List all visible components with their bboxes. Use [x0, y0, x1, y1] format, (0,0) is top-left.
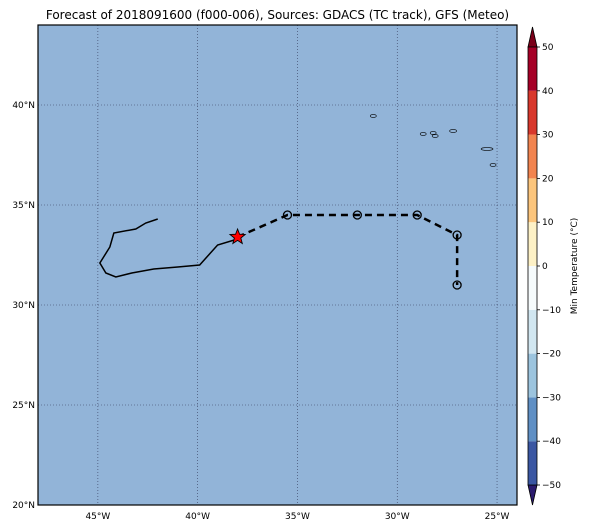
colorbar-band: [528, 353, 537, 398]
island-outline: [489, 163, 497, 167]
y-tick-label: 35°N: [12, 201, 35, 211]
current-position-star: [228, 227, 247, 245]
colorbar-tick-label: −10: [542, 306, 561, 316]
y-tick-label: 25°N: [12, 401, 35, 411]
colorbar-band: [528, 47, 537, 91]
colorbar-tick-label: −30: [542, 393, 561, 403]
colorbar-band: [528, 397, 537, 442]
island-outline: [480, 147, 494, 151]
colorbar-band: [528, 134, 537, 179]
island-outline: [431, 134, 439, 138]
colorbar-extend-min: [527, 484, 538, 506]
y-tick-label: 40°N: [12, 101, 35, 111]
x-tick-label: 45°W: [85, 512, 110, 522]
island-outline: [419, 132, 427, 136]
colorbar-tick-label: −20: [542, 350, 561, 360]
colorbar-band: [528, 90, 537, 135]
colorbar-tick-label: 40: [542, 87, 554, 97]
tc-tracks: [98, 210, 462, 290]
x-axis-ticks: 45°W 40°W 35°W 30°W 25°W: [85, 512, 509, 522]
colorbar-label: Min Temperature (°C): [570, 218, 580, 315]
colorbar-band: [528, 222, 537, 266]
colorbar: 50 40 30 20 10 0 −10 −20 −30 −40 −50 Min Temperatur…: [527, 26, 580, 506]
colorbar-tick-label: −40: [542, 437, 561, 447]
colorbar-band: [528, 441, 537, 485]
colorbar-tick-label: 20: [542, 174, 554, 184]
forecast-point-marker: [352, 210, 362, 220]
map-frame: [37, 24, 518, 506]
island-outline: [429, 131, 437, 135]
forecast-point-marker: [452, 230, 462, 240]
forecast-point-marker: [452, 280, 462, 290]
island-outline: [449, 129, 457, 133]
colorbar-extend-max: [527, 26, 538, 48]
x-tick-label: 35°W: [285, 512, 310, 522]
y-axis-ticks: 20°N 25°N 30°N 35°N 40°N: [12, 101, 35, 511]
islands: [369, 114, 497, 167]
colorbar-band: [528, 178, 537, 223]
colorbar-tick-label: −50: [542, 481, 561, 491]
forecast-point-marker: [412, 210, 422, 220]
colorbar-tick-label: 10: [542, 218, 554, 228]
colorbar-tick-label: 0: [542, 262, 548, 272]
colorbar-tick-label: 50: [542, 43, 554, 53]
x-tick-label: 40°W: [185, 512, 210, 522]
x-tick-label: 25°W: [485, 512, 510, 522]
island-outline: [369, 114, 377, 118]
x-tick-label: 30°W: [385, 512, 410, 522]
y-tick-label: 20°N: [12, 501, 35, 511]
y-tick-label: 30°N: [12, 301, 35, 311]
map-ocean: [38, 25, 517, 505]
colorbar-tick-label: 30: [542, 131, 554, 141]
colorbar-band: [528, 266, 537, 310]
past-track-line: [98, 218, 238, 278]
forecast-point-marker: [282, 210, 293, 220]
map-title: Forecast of 2018091600 (f000-006), Sourc…: [45, 8, 510, 22]
colorbar-band: [528, 309, 537, 354]
